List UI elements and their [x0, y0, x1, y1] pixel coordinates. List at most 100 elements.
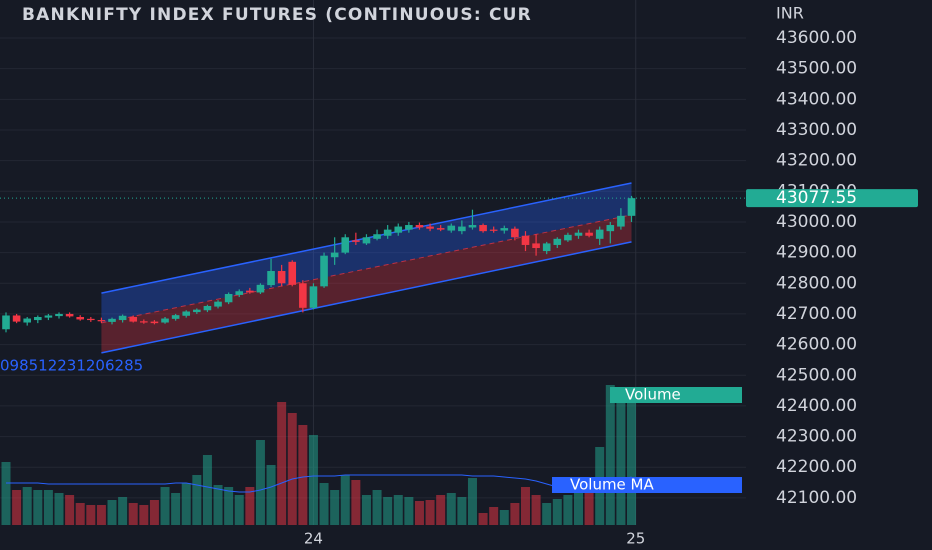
candle-body	[373, 234, 381, 239]
candle-body	[415, 225, 424, 228]
volume-bar	[65, 495, 75, 525]
y-tick-label: 42400.00	[776, 396, 857, 416]
candle-body	[34, 317, 42, 321]
y-tick-label: 42900.00	[776, 243, 857, 263]
candle-body	[140, 321, 148, 323]
candle-body	[532, 243, 540, 249]
candle-body	[12, 315, 21, 322]
volume-bar	[330, 490, 340, 525]
volume-bar	[181, 483, 191, 525]
volume-bar	[489, 507, 499, 525]
y-tick-label: 42600.00	[776, 335, 857, 355]
candle-body	[182, 311, 191, 316]
channel-label: 098512231206285	[0, 357, 143, 375]
candle-body	[447, 225, 456, 231]
x-tick-label: 24	[304, 530, 323, 548]
volume-bar	[255, 440, 265, 525]
candle-body	[617, 215, 625, 227]
volume-bar	[287, 413, 297, 525]
channel-middle	[101, 214, 632, 324]
last-price-box	[746, 189, 918, 208]
candle-body	[489, 229, 498, 231]
volume-bar	[584, 485, 594, 525]
y-tick-label: 43200.00	[776, 151, 857, 171]
x-tick-label: 25	[626, 530, 645, 548]
volume-bar	[478, 513, 488, 525]
volume-bar	[234, 495, 244, 525]
volume-bar	[340, 475, 350, 525]
candle-body	[246, 290, 254, 293]
chart-title: BANKNIFTY INDEX FUTURES (CONTINUOUS: CUR	[22, 5, 532, 25]
candle-body	[436, 228, 445, 230]
candle-body	[585, 232, 593, 236]
volume-ma-label: Volume MA	[570, 476, 654, 494]
candle-body	[426, 226, 434, 229]
volume-bar	[563, 495, 573, 525]
y-tick-label: 43500.00	[776, 59, 857, 79]
volume-bar	[149, 500, 159, 525]
candle-body	[171, 315, 180, 319]
candle-body	[574, 232, 583, 236]
candle-body	[468, 225, 477, 228]
volume-bar	[202, 455, 212, 525]
volume-bar	[213, 485, 223, 525]
candle-body	[553, 238, 562, 245]
candle-body	[108, 318, 116, 322]
candle-body	[193, 309, 201, 313]
candle-body	[118, 315, 127, 321]
volume-bar	[33, 490, 43, 525]
y-tick-label: 42200.00	[776, 457, 857, 477]
candle-body	[542, 243, 551, 252]
volume-bar	[139, 505, 149, 525]
volume-bar	[499, 510, 509, 525]
channel-lower-fill	[101, 214, 632, 353]
candle-body	[23, 318, 32, 323]
candle-body	[362, 237, 371, 244]
y-tick-label: 43300.00	[776, 120, 857, 140]
candle-body	[394, 226, 403, 233]
volume-bar	[436, 495, 446, 525]
volume-bar	[446, 493, 456, 525]
candle-body	[330, 252, 339, 258]
volume-bar	[414, 501, 424, 525]
last-price-label: 43077.55	[776, 188, 857, 208]
y-tick-label: 42100.00	[776, 488, 857, 508]
volume-bar	[372, 490, 382, 525]
volume-bar	[319, 483, 329, 525]
candle-body	[76, 317, 85, 320]
candle-body	[521, 235, 530, 245]
y-tick-label: 43600.00	[776, 28, 857, 48]
volume-bar	[542, 503, 552, 525]
candle-body	[2, 315, 10, 330]
candle-body	[44, 315, 53, 318]
candle-body	[405, 225, 413, 230]
volume-bar	[171, 493, 181, 525]
volume-label: Volume	[625, 386, 681, 404]
candle-body	[203, 305, 212, 311]
volume-bar	[531, 495, 541, 525]
y-tick-label: 42800.00	[776, 273, 857, 293]
volume-bar	[128, 503, 138, 525]
candle-body	[500, 228, 509, 231]
volume-bar	[266, 465, 276, 525]
volume-bar	[552, 499, 562, 525]
candle-body	[383, 229, 392, 236]
candle-body	[606, 225, 615, 232]
volume-bar	[118, 497, 128, 525]
volume-bar	[224, 487, 234, 525]
candle-body	[299, 283, 307, 308]
channel-upper-fill	[101, 183, 632, 323]
volume-bar	[298, 425, 308, 525]
candle-body	[150, 321, 159, 324]
candle-body	[129, 317, 138, 322]
currency-label: INR	[776, 4, 804, 23]
candle-body	[320, 255, 328, 287]
volume-bar	[54, 493, 64, 525]
y-tick-label: 42500.00	[776, 365, 857, 385]
candle-body	[277, 271, 286, 284]
candle-body	[627, 198, 636, 216]
candle-body	[479, 225, 487, 232]
candle-body	[65, 313, 74, 317]
volume-bar	[425, 500, 435, 525]
volume-bar	[605, 385, 615, 525]
